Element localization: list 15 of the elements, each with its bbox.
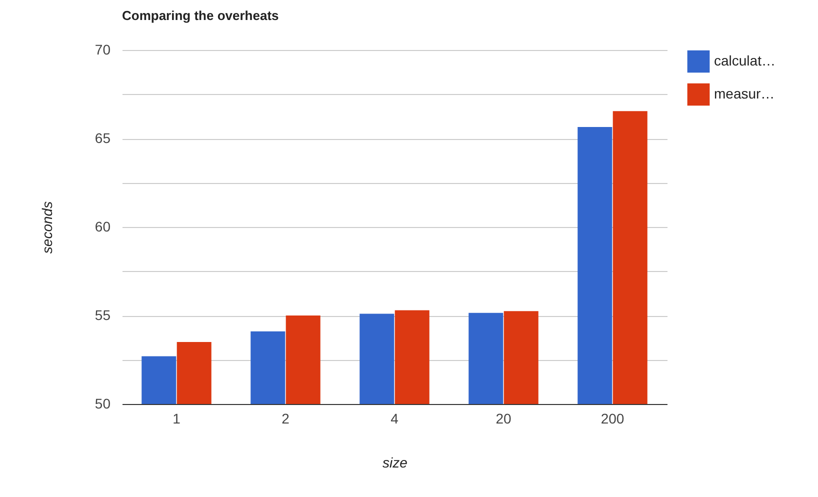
y-tick-label: 65 <box>94 130 111 146</box>
legend-label: measur… <box>714 86 775 102</box>
y-axis-title: seconds <box>38 201 55 254</box>
y-tick-label: 60 <box>94 218 111 234</box>
y-tick-label: 70 <box>94 42 111 58</box>
x-tick-label: 2 <box>282 410 290 426</box>
legend-label: calculat… <box>714 52 776 68</box>
y-tick-label: 50 <box>94 396 111 412</box>
x-tick-label: 1 <box>172 410 181 426</box>
x-tick-label: 200 <box>600 410 624 426</box>
chart-title: Comparing the overheats <box>122 8 279 23</box>
x-tick-label: 4 <box>390 410 399 426</box>
x-tick-label: 20 <box>496 410 512 426</box>
y-tick-label: 55 <box>94 307 111 323</box>
x-axis-title: size <box>382 454 408 470</box>
